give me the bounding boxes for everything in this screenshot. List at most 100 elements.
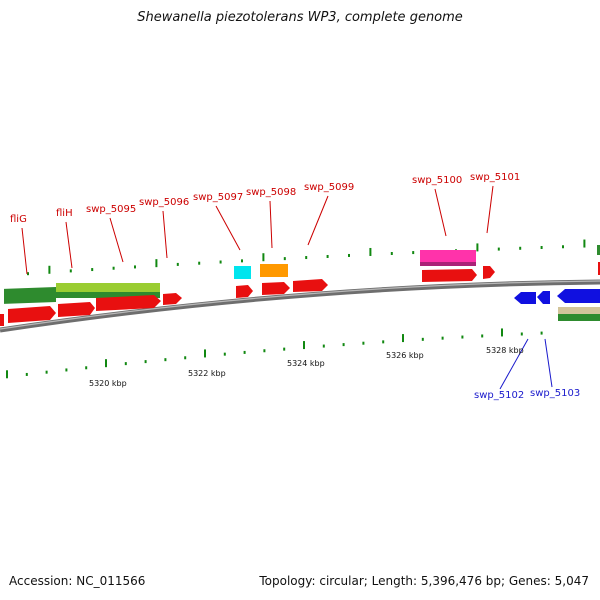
cds-arrow <box>557 289 600 303</box>
label-pointer-line <box>434 188 447 237</box>
gene-label-swp_5099: swp_5099 <box>304 182 354 193</box>
scale-label: 5322 kbp <box>188 369 226 378</box>
tick-mark <box>164 358 167 362</box>
tick-mark <box>305 256 308 260</box>
tick-mark <box>501 328 503 337</box>
tick-mark <box>144 360 147 364</box>
tick-mark <box>390 252 393 256</box>
gene-label-flih: fliH <box>56 208 73 219</box>
tick-mark <box>69 269 72 273</box>
tick-mark <box>112 266 115 270</box>
tick-mark <box>322 344 325 348</box>
tick-mark <box>105 359 107 368</box>
tick-mark <box>412 251 415 255</box>
tick-mark <box>382 340 385 344</box>
feature-bar-magenta <box>420 250 476 265</box>
tick-mark <box>25 372 28 376</box>
label-pointer-line <box>215 205 241 251</box>
gene-label-flig: fliG <box>10 214 27 225</box>
tick-mark <box>441 336 444 340</box>
feature-bar-cyan <box>234 266 251 279</box>
tick-mark <box>65 368 68 372</box>
gene-label-swp_5098: swp_5098 <box>246 187 296 198</box>
tick-mark <box>348 253 350 257</box>
cds-arrow <box>58 302 95 317</box>
tick-mark <box>481 334 484 338</box>
tick-mark <box>6 370 8 379</box>
gene-label-swp_5095: swp_5095 <box>86 204 136 215</box>
cds-arrow <box>8 306 56 323</box>
tick-mark <box>155 259 158 268</box>
lower-tick-track <box>6 328 543 379</box>
tick-mark <box>45 370 48 374</box>
scale-label-layer: 5320 kbp 5322 kbp 5324 kbp 5326 kbp 5328 kbp <box>89 346 524 388</box>
label-pointer-line <box>499 338 529 390</box>
tick-mark <box>476 243 479 252</box>
tick-mark <box>283 347 286 351</box>
cds-arrow <box>422 269 477 282</box>
scale-label: 5326 kbp <box>386 351 424 360</box>
tick-mark <box>342 343 345 347</box>
tick-mark <box>421 337 424 341</box>
feature-bar-tan <box>558 307 600 314</box>
label-pointer-line <box>65 221 73 269</box>
tick-mark <box>223 352 226 356</box>
feature-bar-orange <box>260 264 288 277</box>
gene-label-swp_5097: swp_5097 <box>193 192 243 203</box>
feature-bar-dark-green <box>558 314 600 321</box>
tick-mark <box>461 335 464 339</box>
feature-bar-dark-green <box>4 287 56 304</box>
map-title: Shewanella piezotolerans WP3, complete g… <box>137 10 463 25</box>
tick-mark <box>362 341 365 345</box>
upper-tick-track <box>27 239 586 276</box>
scale-label: 5320 kbp <box>89 379 127 388</box>
gene-label-swp_5096: swp_5096 <box>139 197 189 208</box>
tick-mark <box>520 332 523 336</box>
tick-mark <box>540 331 543 335</box>
label-pointer-line <box>486 185 494 234</box>
cds-arrow <box>96 295 161 311</box>
tick-mark <box>402 334 404 343</box>
label-pointer-line <box>162 210 168 259</box>
tick-mark <box>540 246 543 250</box>
cds-arrow <box>262 282 290 295</box>
cds-arrow <box>236 285 253 298</box>
tick-mark <box>303 341 305 350</box>
cds-arrow <box>163 293 182 305</box>
tick-mark <box>204 349 206 358</box>
tick-mark <box>134 265 136 269</box>
scale-label: 5324 kbp <box>287 359 325 368</box>
reverse-cds-track <box>514 289 600 321</box>
label-pointer-line <box>307 195 329 246</box>
feature-bar-light-green <box>56 283 160 292</box>
tick-mark <box>124 362 127 366</box>
gene-label-swp_5100: swp_5100 <box>412 175 462 186</box>
tick-mark <box>262 253 265 262</box>
tick-mark <box>85 366 88 370</box>
tick-mark <box>497 247 500 251</box>
genome-backbone <box>0 279 600 333</box>
tick-mark <box>243 350 246 354</box>
scale-label: 5328 kbp <box>486 346 524 355</box>
tick-mark <box>176 262 179 266</box>
cds-arrow <box>514 292 536 304</box>
tick-mark <box>198 261 201 265</box>
label-pointer-line <box>109 217 124 263</box>
genome-summary-text: Topology: circular; Length: 5,396,476 bp… <box>259 574 589 588</box>
label-pointer-line <box>21 227 28 275</box>
label-pointer-line <box>269 200 273 249</box>
tick-mark <box>263 349 266 353</box>
gene-label-swp_5102: swp_5102 <box>474 390 524 401</box>
label-pointer-line <box>544 338 553 388</box>
tick-mark <box>583 239 586 248</box>
gene-label-swp_5101: swp_5101 <box>470 172 520 183</box>
cds-arrow <box>483 266 495 279</box>
tick-mark <box>219 260 222 264</box>
tick-mark <box>184 356 187 360</box>
cds-arrow <box>293 279 328 292</box>
cds-arrow <box>0 314 4 326</box>
tick-mark <box>283 257 286 261</box>
tick-mark <box>562 245 564 249</box>
